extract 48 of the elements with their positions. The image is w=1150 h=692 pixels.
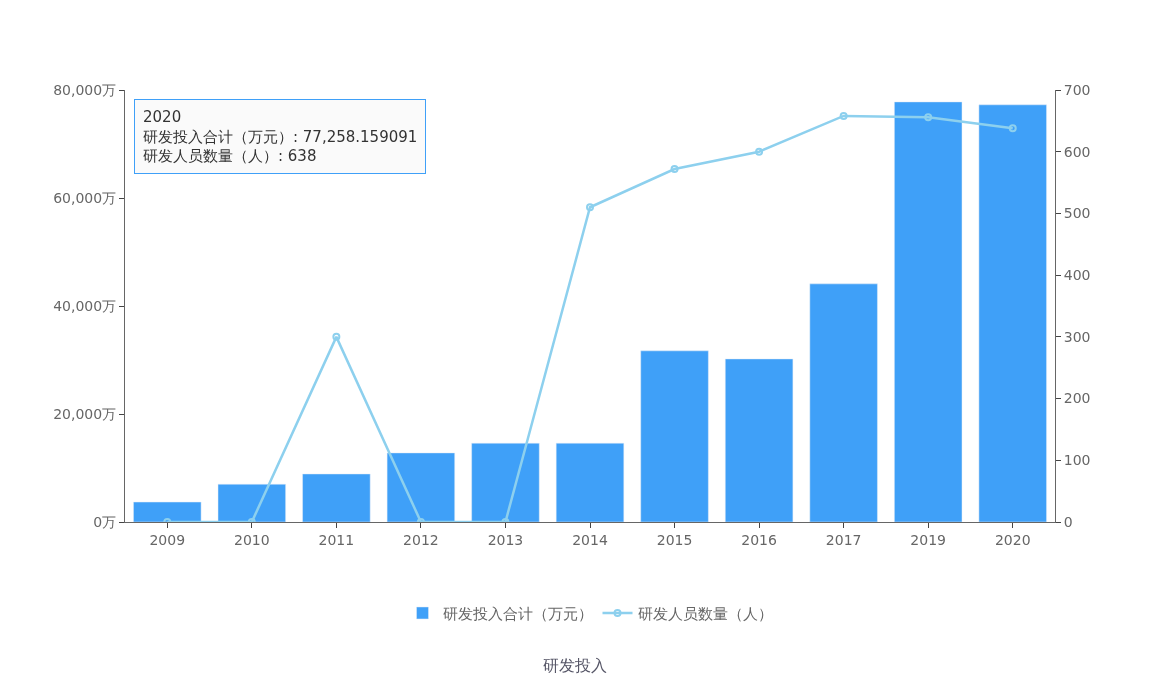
x-tick-label: 2015 <box>656 531 693 548</box>
legend-label: 研发投入合计（万元） <box>442 604 593 623</box>
point <box>924 113 933 122</box>
x-tick-label: 2019 <box>910 531 946 548</box>
point <box>670 164 679 173</box>
annotation: 研发投入合计（万元）: 77,258.159091 <box>143 127 418 146</box>
y2-tick-label: 300 <box>1063 328 1091 345</box>
y2-tick-label: 400 <box>1063 267 1091 284</box>
y2-tick-label: 200 <box>1063 390 1091 407</box>
y-tick-label: 20,000万 <box>53 405 117 422</box>
point <box>1008 124 1017 133</box>
text: 研发投入 <box>543 656 607 676</box>
bar <box>809 283 878 522</box>
y-tick-label: 40,000万 <box>53 297 117 314</box>
y-tick-label: 0万 <box>93 513 117 530</box>
y-tick-label: 80,000万 <box>53 81 117 98</box>
bar <box>555 442 625 522</box>
point <box>755 147 764 156</box>
x-tick-label: 2017 <box>825 531 862 548</box>
annotation: 研发人员数量（人）: 638 <box>143 147 317 165</box>
y2-tick-label: 600 <box>1063 143 1091 160</box>
x-tick-label: 2020 <box>994 531 1031 548</box>
y2-tick-label: 100 <box>1063 452 1091 469</box>
bar <box>725 358 794 522</box>
y2-tick-label: 700 <box>1063 81 1091 98</box>
x-tick-label: 2012 <box>403 531 439 548</box>
bar <box>133 501 202 522</box>
bar <box>894 101 963 522</box>
bar <box>217 483 286 522</box>
point <box>839 111 848 120</box>
x-tick-label: 2009 <box>149 531 186 548</box>
x-tick-label: 2013 <box>487 531 524 548</box>
annotation: 2020 <box>143 108 182 126</box>
bar <box>640 350 709 522</box>
bar <box>302 473 371 522</box>
bar <box>978 104 1047 522</box>
x-tick-label: 2011 <box>318 531 355 548</box>
y2-tick-label: 0 <box>1063 513 1073 530</box>
y2-tick-label: 500 <box>1063 205 1091 222</box>
y-tick-label: 60,000万 <box>53 189 117 206</box>
bar <box>386 452 455 522</box>
x-tick-label: 2010 <box>234 531 270 548</box>
point <box>332 332 341 341</box>
legend-label: 研发人员数量（人） <box>637 604 773 623</box>
x-tick-label: 2016 <box>741 531 777 548</box>
point <box>586 203 594 212</box>
bar <box>471 442 540 522</box>
x-tick-label: 2014 <box>572 531 608 548</box>
